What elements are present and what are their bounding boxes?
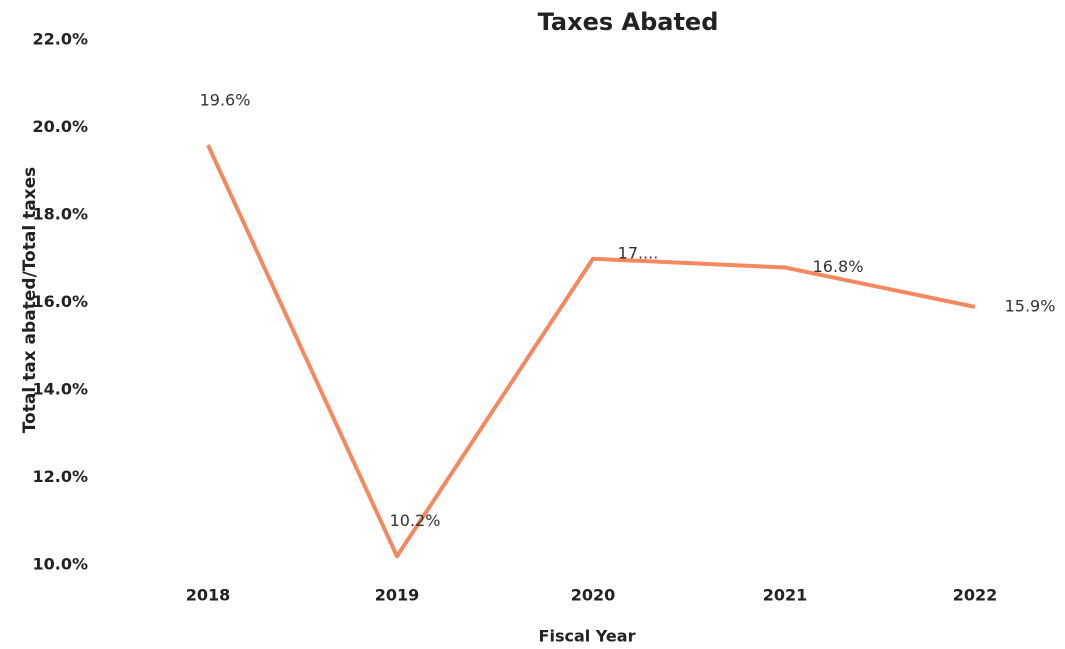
y-axis-title: Total tax abated/Total taxes	[20, 167, 40, 434]
y-tick-label: 12.0%	[32, 467, 88, 486]
line	[206, 144, 976, 559]
y-tick-label: 20.0%	[32, 117, 88, 136]
chart-title: Taxes Abated	[538, 8, 719, 36]
x-axis-title: Fiscal Year	[539, 627, 636, 646]
data-label: 16.8%	[813, 257, 864, 276]
y-tick-label: 10.0%	[32, 555, 88, 574]
x-tick-label: 2021	[763, 586, 808, 605]
data-label: 15.9%	[1005, 296, 1056, 315]
data-label: 19.6%	[200, 91, 251, 110]
x-tick-label: 2022	[953, 586, 998, 605]
y-tick-label: 18.0%	[32, 205, 88, 224]
x-tick-label: 2020	[571, 586, 616, 605]
y-tick-label: 14.0%	[32, 380, 88, 399]
x-tick-label: 2018	[186, 586, 231, 605]
y-tick-label: 22.0%	[32, 30, 88, 49]
y-tick-label: 16.0%	[32, 292, 88, 311]
data-label: 10.2%	[390, 511, 441, 530]
x-tick-label: 2019	[375, 586, 420, 605]
data-label: 17....	[618, 243, 659, 262]
